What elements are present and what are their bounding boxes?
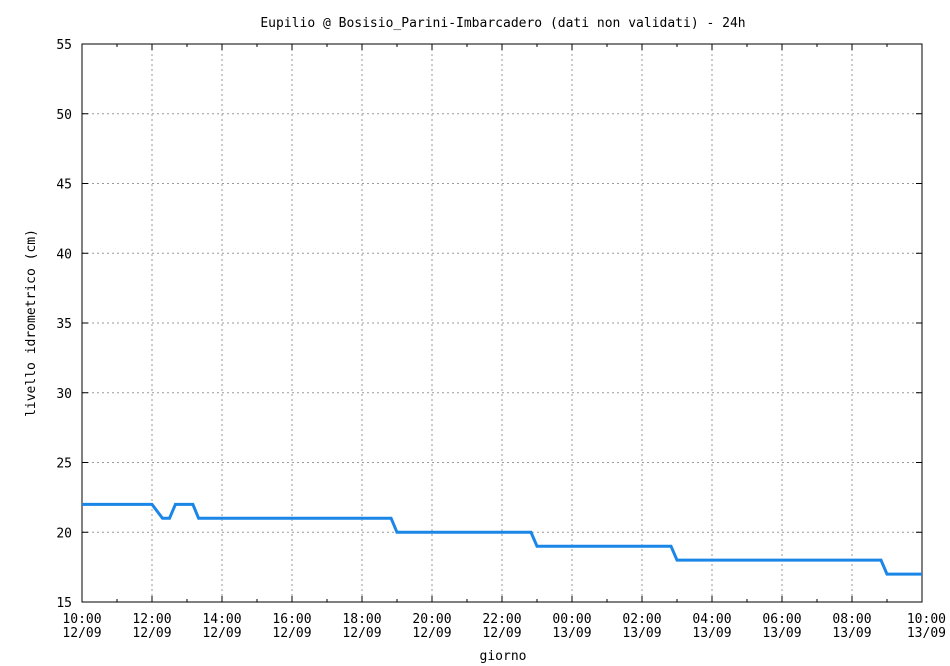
x-tick-date: 12/09 xyxy=(62,626,101,641)
x-tick-date: 13/09 xyxy=(762,626,801,641)
chart-title: Eupilio @ Bosisio_Parini-Imbarcadero (da… xyxy=(260,16,745,31)
x-tick-time: 04:00 xyxy=(692,612,731,627)
y-tick-label: 30 xyxy=(56,387,72,402)
x-tick-time: 14:00 xyxy=(202,612,241,627)
x-tick-date: 13/09 xyxy=(622,626,661,641)
x-tick-time: 22:00 xyxy=(482,612,521,627)
x-tick-time: 18:00 xyxy=(342,612,381,627)
y-tick-label: 45 xyxy=(56,178,72,193)
x-tick-labels: 10:0012/0912:0012/0914:0012/0916:0012/09… xyxy=(62,612,946,641)
y-tick-label: 50 xyxy=(56,108,72,123)
x-tick-time: 10:00 xyxy=(907,612,946,627)
y-tick-label: 25 xyxy=(56,457,72,472)
x-axis-label: giorno xyxy=(480,649,527,664)
ticks xyxy=(81,43,923,603)
x-tick-date: 13/09 xyxy=(692,626,731,641)
x-tick-time: 16:00 xyxy=(272,612,311,627)
x-tick-time: 06:00 xyxy=(762,612,801,627)
x-tick-time: 20:00 xyxy=(412,612,451,627)
y-tick-label: 20 xyxy=(56,526,72,541)
y-tick-label: 15 xyxy=(56,596,72,611)
y-tick-label: 35 xyxy=(56,317,72,332)
x-tick-date: 12/09 xyxy=(412,626,451,641)
series-lines xyxy=(82,502,922,576)
y-tick-labels: 15 20 25 30 35 40 45 50 55 xyxy=(56,38,72,611)
x-tick-date: 12/09 xyxy=(272,626,311,641)
x-tick-date: 12/09 xyxy=(132,626,171,641)
x-tick-time: 02:00 xyxy=(622,612,661,627)
x-tick-time: 08:00 xyxy=(832,612,871,627)
x-tick-time: 12:00 xyxy=(132,612,171,627)
x-tick-date: 12/09 xyxy=(482,626,521,641)
grid xyxy=(82,44,922,602)
x-tick-date: 12/09 xyxy=(342,626,381,641)
x-tick-time: 10:00 xyxy=(62,612,101,627)
x-tick-date: 13/09 xyxy=(552,626,591,641)
y-axis-label: livello idrometrico (cm) xyxy=(24,229,39,417)
y-tick-label: 55 xyxy=(56,38,72,53)
x-tick-date: 13/09 xyxy=(832,626,871,641)
x-tick-date: 13/09 xyxy=(907,626,946,641)
y-tick-label: 40 xyxy=(56,247,72,262)
series-line xyxy=(82,502,922,576)
x-tick-time: 00:00 xyxy=(552,612,591,627)
x-tick-date: 12/09 xyxy=(202,626,241,641)
